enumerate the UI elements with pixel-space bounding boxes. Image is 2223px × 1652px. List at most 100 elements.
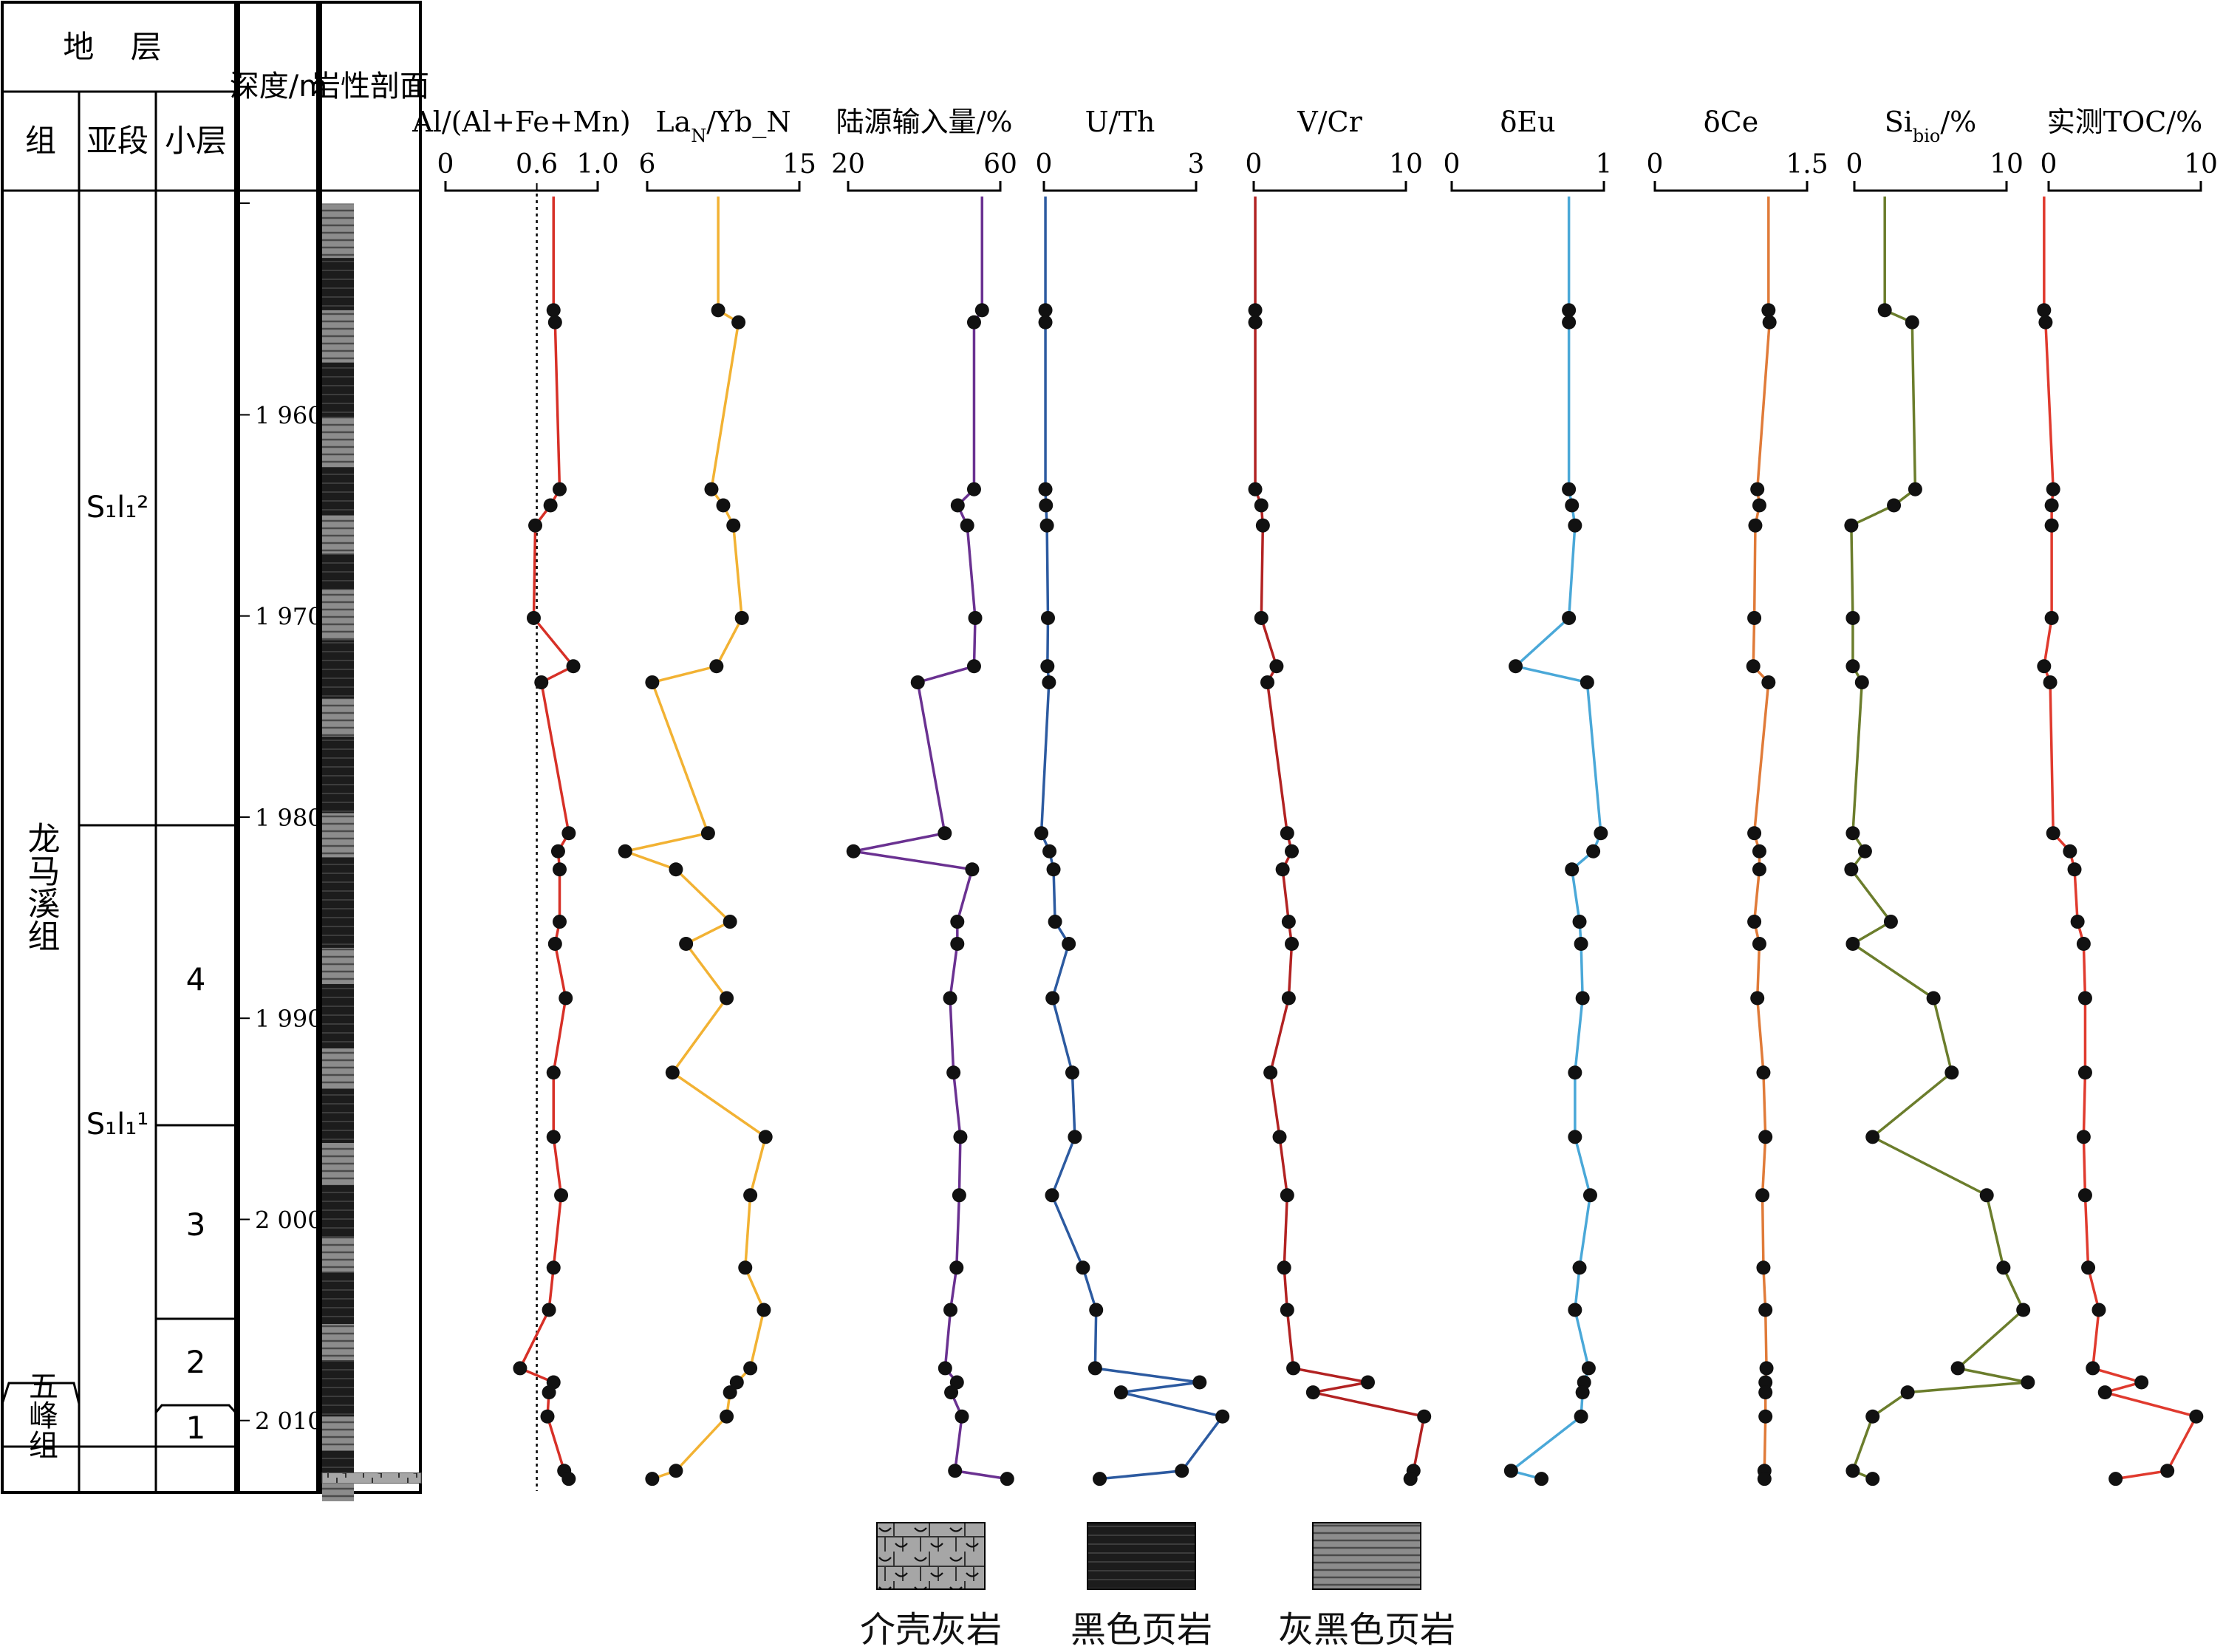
data-point bbox=[1038, 315, 1053, 330]
data-point bbox=[1572, 1260, 1587, 1275]
data-point bbox=[1844, 518, 1859, 533]
data-point bbox=[1260, 675, 1275, 690]
data-point bbox=[948, 1464, 963, 1478]
data-point bbox=[1254, 610, 1268, 625]
data-point bbox=[2044, 518, 2059, 533]
data-point bbox=[2134, 1375, 2149, 1390]
data-point bbox=[1305, 1385, 1320, 1400]
data-point bbox=[1582, 1188, 1597, 1203]
panel-title: δCe bbox=[1704, 106, 1758, 138]
data-point bbox=[1758, 1303, 1773, 1317]
panel-axis bbox=[2047, 181, 2202, 192]
panel-7: Sibio/% 0 10 bbox=[1844, 106, 2035, 1487]
data-point bbox=[709, 659, 724, 674]
panel-tick-label: 1.5 bbox=[1786, 149, 1828, 180]
series-line bbox=[620, 197, 768, 1481]
data-point bbox=[910, 675, 925, 690]
data-point bbox=[1865, 1130, 1880, 1144]
data-point bbox=[729, 1375, 744, 1390]
legend: 介壳灰岩 黑色页岩 灰黑色页岩 bbox=[0, 1522, 2223, 1651]
panel-title: δEu bbox=[1500, 106, 1555, 138]
data-point bbox=[1574, 936, 1588, 951]
data-point bbox=[1503, 1464, 1518, 1478]
col-depth: 深度/m bbox=[230, 69, 327, 103]
data-point bbox=[1040, 659, 1055, 674]
data-point bbox=[2046, 826, 2060, 841]
data-point bbox=[1280, 826, 1294, 841]
data-point bbox=[723, 915, 737, 929]
data-point bbox=[1076, 1260, 1090, 1275]
data-point bbox=[1403, 1472, 1418, 1487]
data-point bbox=[2076, 936, 2091, 951]
data-point bbox=[1845, 936, 1860, 951]
strat-frame bbox=[1, 1, 422, 1494]
panel-tick-label: 3 bbox=[1188, 149, 1205, 180]
layer-1: 1 bbox=[186, 1410, 206, 1446]
data-point bbox=[700, 826, 715, 841]
data-point bbox=[546, 1130, 561, 1144]
data-point bbox=[2091, 1303, 2106, 1317]
col-layer: 小层 bbox=[165, 123, 227, 159]
data-point bbox=[1761, 675, 1776, 690]
depth-tick-label: 1 990 bbox=[255, 1005, 323, 1033]
panel-title: 实测TOC/% bbox=[2047, 106, 2203, 138]
data-point bbox=[1756, 1260, 1771, 1275]
data-point bbox=[1562, 610, 1577, 625]
data-point bbox=[1042, 844, 1057, 859]
panel-axis bbox=[847, 181, 1002, 192]
data-point bbox=[1568, 518, 1582, 533]
data-point bbox=[1865, 1409, 1880, 1424]
data-point bbox=[1175, 1464, 1189, 1478]
data-point bbox=[1762, 315, 1777, 330]
data-point bbox=[943, 1303, 958, 1317]
legend-grey-black-shale: 灰黑色页岩 bbox=[1256, 1522, 1478, 1652]
grey-black-shale-band bbox=[322, 1237, 354, 1272]
data-point bbox=[1280, 1303, 1294, 1317]
data-point bbox=[1581, 1361, 1596, 1376]
panel-1: LaN/Yb_N6 15 bbox=[618, 106, 816, 1487]
panel-tick-label: 0 bbox=[437, 149, 454, 180]
series-line bbox=[1254, 197, 1426, 1480]
data-point bbox=[1042, 675, 1056, 690]
data-point bbox=[2077, 1065, 2092, 1080]
data-point bbox=[669, 862, 683, 877]
depth-tick-label: 1 970 bbox=[255, 603, 323, 631]
panel-tick-label: 1.0 bbox=[576, 149, 618, 180]
data-point bbox=[1747, 826, 1762, 841]
grey-black-shale-band bbox=[322, 1416, 354, 1451]
panel-2: 陆源输入量/% 20 60 bbox=[831, 106, 1017, 1487]
data-point bbox=[1594, 826, 1608, 841]
panel-axis bbox=[1042, 181, 1198, 192]
data-point bbox=[1089, 1303, 1104, 1317]
data-point bbox=[1926, 991, 1941, 1006]
data-point bbox=[1944, 1065, 1959, 1080]
data-point bbox=[2037, 659, 2052, 674]
data-point bbox=[2097, 1385, 2112, 1400]
data-point bbox=[546, 1260, 561, 1275]
legend-label: 黑色页岩 bbox=[1070, 1609, 1212, 1651]
data-point bbox=[1752, 498, 1766, 513]
data-point bbox=[1883, 915, 1898, 929]
data-point bbox=[953, 1130, 968, 1144]
data-point bbox=[513, 1361, 527, 1376]
data-point bbox=[1565, 498, 1580, 513]
data-point bbox=[1747, 915, 1762, 929]
layer-2: 2 bbox=[186, 1344, 206, 1380]
data-point bbox=[1113, 1385, 1128, 1400]
data-point bbox=[534, 675, 549, 690]
data-point bbox=[1562, 482, 1577, 496]
data-point bbox=[1068, 1130, 1082, 1144]
data-point bbox=[938, 1361, 952, 1376]
data-point bbox=[946, 1065, 961, 1080]
panel-tick-label: 0 bbox=[1246, 149, 1263, 180]
data-point bbox=[1045, 991, 1060, 1006]
black-shale-swatch bbox=[1087, 1522, 1196, 1590]
data-point bbox=[2063, 844, 2077, 859]
grey-black-shale-swatch bbox=[1312, 1522, 1421, 1590]
data-point bbox=[1275, 862, 1290, 877]
geochem-figure: 地 层 组 亚段 小层 深度/m 岩性剖面 龙马溪组 五峰组 S₁l₁² S₁l… bbox=[1, 1, 2218, 1501]
panel-title: V/Cr bbox=[1297, 106, 1362, 138]
data-point bbox=[2067, 862, 2082, 877]
data-point bbox=[2044, 498, 2059, 513]
grey-black-shale-band bbox=[322, 813, 354, 858]
